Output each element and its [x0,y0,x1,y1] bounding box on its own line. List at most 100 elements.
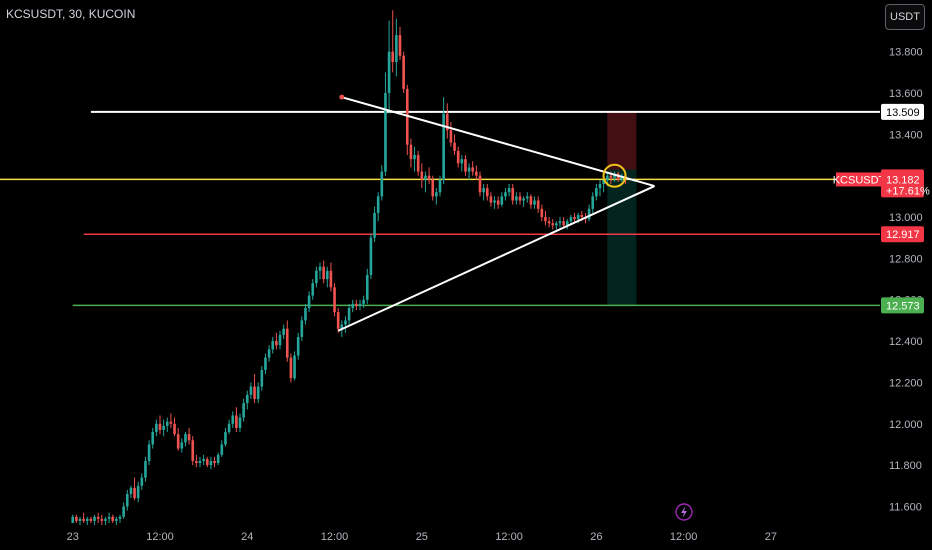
candle-body [576,214,580,220]
candle [511,183,515,205]
price-tick-label: 13.800 [889,47,923,59]
triangle-anchor-point[interactable] [339,94,345,100]
price-axis[interactable]: 11.60011.80012.00012.20012.40012.60012.8… [889,47,923,514]
candle [238,413,242,433]
candle [380,165,384,201]
candle [416,150,420,176]
candle [536,196,540,213]
candle [456,146,460,168]
candle [296,332,300,360]
candle-body [420,171,424,180]
candle-body [136,485,140,499]
candle [82,512,85,523]
candle [249,382,253,399]
candle [351,299,355,313]
candle-body [304,308,307,321]
candle-body [256,386,260,399]
candle-body [231,415,235,424]
price-tick-label: 13.600 [889,88,923,100]
candle [540,204,544,222]
candle [318,262,322,280]
candle-body [551,223,555,226]
lightning-icon[interactable] [675,503,693,521]
candle-body [122,506,125,517]
position-box[interactable] [607,111,637,306]
price-tick-label: 13.000 [889,212,923,224]
candle [115,516,118,526]
candle [347,303,351,325]
candle-body [235,415,238,428]
candle [573,212,576,224]
candle [555,221,558,230]
candle [413,146,416,172]
horizontal-levels[interactable] [0,110,880,307]
candle-body [500,196,504,205]
candle-body [333,287,336,313]
candle [376,192,380,222]
time-tick-label: 12:00 [146,531,174,543]
triangle-upper-line[interactable] [341,96,655,188]
candle [75,514,78,523]
currency-button[interactable]: USDT [885,4,925,30]
candle [591,192,595,213]
candle-body [82,518,85,521]
time-axis[interactable]: 23 12:00 24 12:00 25 12:00 26 12:00 27 [67,531,777,543]
candle [587,204,591,222]
candle-body [89,518,93,521]
candle [518,192,522,205]
candle-body [587,208,591,220]
candle [184,432,187,447]
candle [227,419,231,435]
candle-body [184,434,187,443]
candle-body [209,460,213,466]
candle-body [449,130,453,143]
candle-body [555,223,558,226]
resistance-tag: 13.509 [886,107,920,119]
drawing-tools[interactable] [337,94,655,332]
candle-body [355,303,358,306]
candle [438,175,442,197]
candle [144,456,147,482]
triangle-lower-line[interactable] [337,185,655,332]
candle [529,194,533,209]
candle-body [475,171,478,176]
candle-body [373,212,376,238]
candle [336,308,340,333]
candle [209,456,213,470]
candle-body [456,150,460,164]
candle [224,427,227,447]
candle [384,72,387,176]
time-tick-label: 24 [241,531,253,543]
candle [565,219,569,230]
price-tick-label: 13.400 [889,129,923,141]
candle-body [147,444,151,461]
candle [493,196,496,209]
candle [235,407,238,433]
candle-body [544,217,547,222]
candle-body [496,200,500,205]
position-target-zone[interactable] [607,111,637,170]
breakout-circle-marker[interactable] [602,163,627,188]
candle-body [158,423,162,430]
candle [595,183,598,201]
position-risk-zone[interactable] [607,169,637,306]
candle-body [151,432,155,445]
time-tick-label: 26 [590,531,602,543]
candle-body [318,266,322,271]
candle-body [424,175,427,180]
candle [187,427,191,445]
candle [165,417,169,433]
candle [471,161,475,176]
candle [311,279,315,300]
candle-body [311,283,315,296]
candle-body [398,35,402,56]
candle-body [144,460,147,478]
candle-body [165,421,169,426]
candle-body [471,167,475,172]
price-tick-label: 12.800 [889,253,923,265]
candle-body [482,188,485,193]
candle [176,427,180,451]
candle [264,353,267,375]
candle [100,514,104,526]
